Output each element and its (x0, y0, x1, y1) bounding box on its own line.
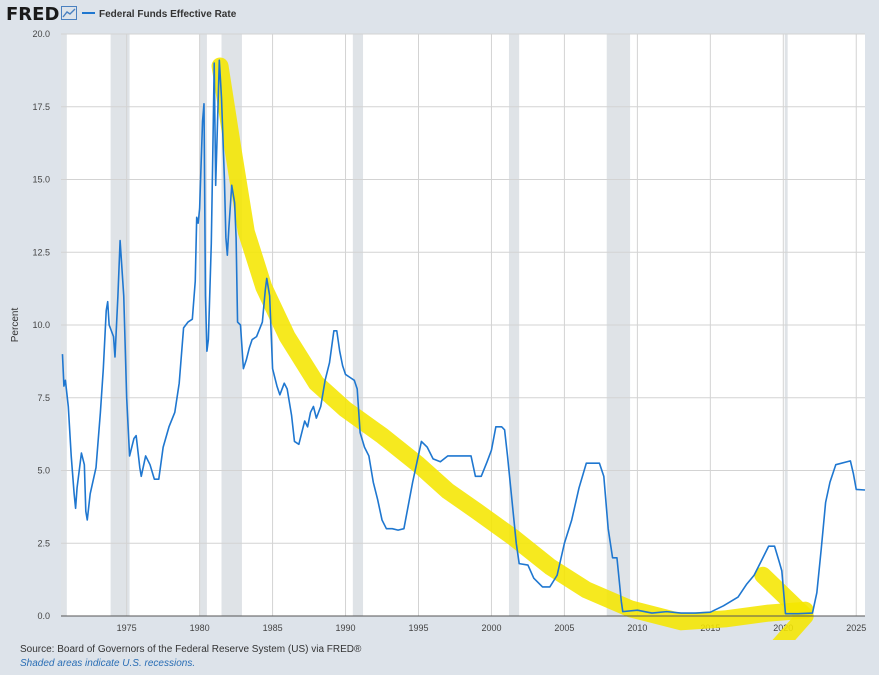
x-tick-label: 1980 (190, 623, 210, 633)
y-tick-label: 20.0 (32, 29, 50, 39)
y-tick-label: 5.0 (37, 466, 50, 476)
y-tick-label: 15.0 (32, 175, 50, 185)
legend-label: Federal Funds Effective Rate (99, 9, 237, 20)
x-tick-label: 1975 (117, 623, 137, 633)
chart-legend: Federal Funds Effective Rate (82, 8, 236, 22)
x-tick-label: 1990 (336, 623, 356, 633)
y-axis-label: Percent (10, 308, 21, 343)
highlighter-trend-line (211, 57, 814, 631)
y-tick-label: 2.5 (37, 538, 50, 548)
series-lines (61, 59, 866, 615)
recession-note: Shaded areas indicate U.S. recessions. (20, 658, 196, 669)
series-line (61, 59, 866, 615)
source-note: Source: Board of Governors of the Federa… (20, 644, 362, 655)
y-tick-label: 10.0 (32, 320, 50, 330)
chart-header: FRED Federal Funds Effective Rate (0, 0, 879, 30)
x-tick-label: 2000 (481, 623, 501, 633)
x-tick-label: 2005 (554, 623, 574, 633)
y-tick-label: 7.5 (37, 393, 50, 403)
x-tick-label: 1985 (263, 623, 283, 633)
y-axis: 0.0 2.5 5.0 7.5 10.0 12.5 15.0 17.5 20.0 (32, 29, 50, 621)
y-tick-label: 17.5 (32, 102, 50, 112)
x-tick-label: 2010 (627, 623, 647, 633)
legend-swatch (82, 12, 95, 15)
chart-footer: Source: Board of Governors of the Federa… (20, 643, 820, 671)
line-chart: 0.0 2.5 5.0 7.5 10.0 12.5 15.0 17.5 20.0 1975 198… (10, 29, 867, 640)
x-axis: 1975 1980 1985 1990 1995 2000 2005 2010 2015 2020… (117, 623, 867, 633)
y-tick-label: 0.0 (37, 611, 50, 621)
fred-logo: FRED (6, 4, 60, 25)
x-tick-label: 2025 (846, 623, 866, 633)
x-tick-label: 1995 (408, 623, 428, 633)
gridlines (61, 33, 865, 616)
line-graph-icon (61, 6, 77, 20)
y-tick-label: 12.5 (32, 247, 50, 257)
